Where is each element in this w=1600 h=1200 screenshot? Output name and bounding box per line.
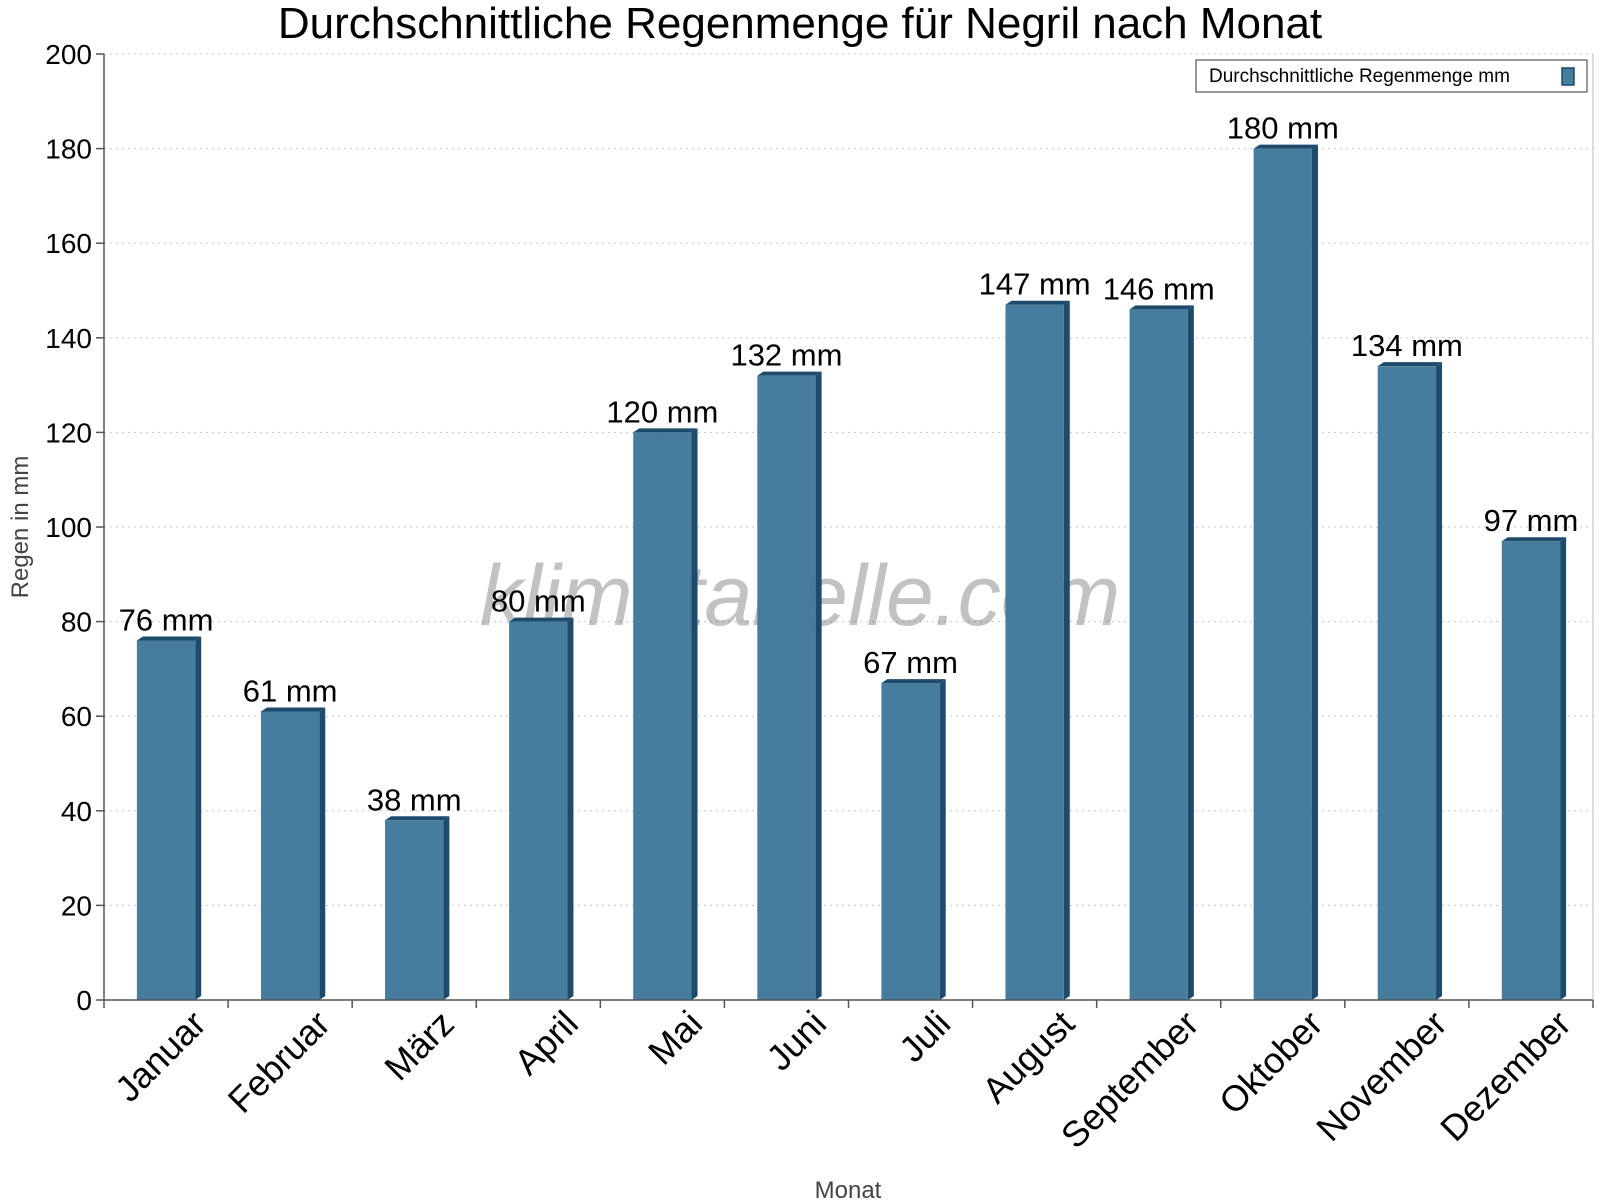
legend: Durchschnittliche Regenmenge mm [1195, 59, 1588, 93]
bar-side [1436, 362, 1443, 1000]
y-tick-label: 120 [45, 417, 92, 448]
bar-top [260, 707, 326, 712]
x-tick-label: Mai [640, 1003, 710, 1073]
bar-front [1377, 366, 1437, 1000]
bar [136, 636, 202, 1000]
bar-front [1253, 148, 1312, 1001]
data-label: 147 mm [979, 267, 1091, 302]
bar-front [757, 375, 816, 1000]
bar-top [633, 428, 698, 433]
grid-lines [104, 53, 1593, 906]
y-tick-label: 40 [61, 796, 92, 827]
bar-top [385, 816, 450, 821]
bar-side [815, 371, 822, 1000]
bar-top [881, 679, 946, 684]
bar [1377, 362, 1443, 1000]
bar-front [385, 820, 444, 1000]
y-tick-label: 200 [45, 39, 92, 70]
y-tick-label: 60 [61, 701, 92, 732]
bar [385, 816, 450, 1000]
bar-top [1253, 144, 1318, 149]
x-axis-label: Monat [815, 1177, 882, 1200]
legend-box [1195, 59, 1588, 93]
bar-side [939, 679, 946, 1000]
x-tick-label: März [376, 1003, 462, 1089]
x-tick-label: Oktober [1211, 1003, 1331, 1123]
bar-side [1187, 305, 1194, 1000]
data-label: 80 mm [491, 584, 586, 619]
y-tick-label: 180 [45, 134, 92, 165]
bar-front [1129, 309, 1188, 1000]
bar [633, 428, 698, 1000]
bar-top [1005, 300, 1070, 305]
chart-title: Durchschnittliche Regenmenge für Negril … [278, 0, 1322, 48]
legend-swatch [1561, 67, 1575, 86]
data-label: 97 mm [1484, 503, 1579, 538]
bar [509, 617, 574, 1000]
y-tick-label: 20 [61, 890, 92, 921]
data-label: 132 mm [730, 338, 842, 373]
y-axis-ticks: 0 20 40 60 80 100 120 140 160 180 200 [45, 39, 104, 1016]
x-tick-label: Juni [758, 1003, 834, 1079]
bar-front [509, 621, 568, 1000]
bar-side [1311, 144, 1318, 1001]
bar-front [1005, 304, 1064, 1000]
bar-side [1063, 300, 1070, 1000]
bar [757, 371, 822, 1000]
bar [1129, 305, 1194, 1000]
y-tick-label: 80 [61, 607, 92, 638]
x-tick-label: Februar [220, 1003, 338, 1121]
bar-top [757, 371, 822, 376]
data-label: 180 mm [1227, 111, 1339, 146]
data-label: 134 mm [1351, 328, 1463, 363]
bar [1501, 537, 1567, 1000]
x-tick-label: August [974, 1003, 1082, 1111]
bar-front [881, 683, 940, 1000]
bar-front [136, 640, 196, 1000]
y-tick-label: 160 [45, 228, 92, 259]
data-label: 67 mm [863, 645, 958, 680]
x-axis-ticks: Januar Februar März April Mai Juni Juli AugustS… [103, 1000, 1594, 1156]
bar-front [1501, 541, 1561, 1000]
legend-label: Durchschnittliche Regenmenge mm [1209, 66, 1510, 87]
x-tick-label: April [506, 1003, 586, 1083]
bar-side [691, 428, 698, 1000]
bar-front [260, 711, 320, 1000]
data-label: 120 mm [606, 394, 718, 429]
bar-top [509, 617, 574, 622]
data-label: 38 mm [367, 782, 462, 817]
bar-top [1377, 362, 1443, 367]
bar [260, 707, 326, 1000]
data-label: 146 mm [1103, 271, 1215, 306]
data-labels: 76 mm 61 mm 38 mm 80 mm 120 mm 132 mm 67 mm 147… [119, 111, 1579, 818]
bar-side [1560, 537, 1567, 1000]
data-label: 76 mm [119, 603, 214, 638]
bar-side [443, 816, 450, 1000]
x-tick-label: November [1308, 1003, 1454, 1149]
x-tick-label: Januar [107, 1003, 214, 1110]
bars [136, 144, 1567, 1001]
bar [1253, 144, 1318, 1001]
data-label: 61 mm [243, 673, 338, 708]
bar-side [567, 617, 574, 1000]
bar [1005, 300, 1070, 1000]
y-axis-label: Regen in mm [7, 456, 34, 599]
y-tick-label: 100 [45, 512, 92, 543]
bar [881, 679, 946, 1000]
x-tick-label: Juli [891, 1003, 958, 1070]
bar-top [1501, 537, 1567, 542]
bar-top [1129, 305, 1194, 310]
y-tick-label: 0 [76, 985, 92, 1016]
bar-side [319, 707, 326, 1000]
x-tick-label: Dezember [1432, 1003, 1578, 1149]
bar-front [633, 432, 692, 1000]
bar-top [136, 636, 202, 641]
y-tick-label: 140 [45, 323, 92, 354]
bar-side [195, 636, 202, 1000]
